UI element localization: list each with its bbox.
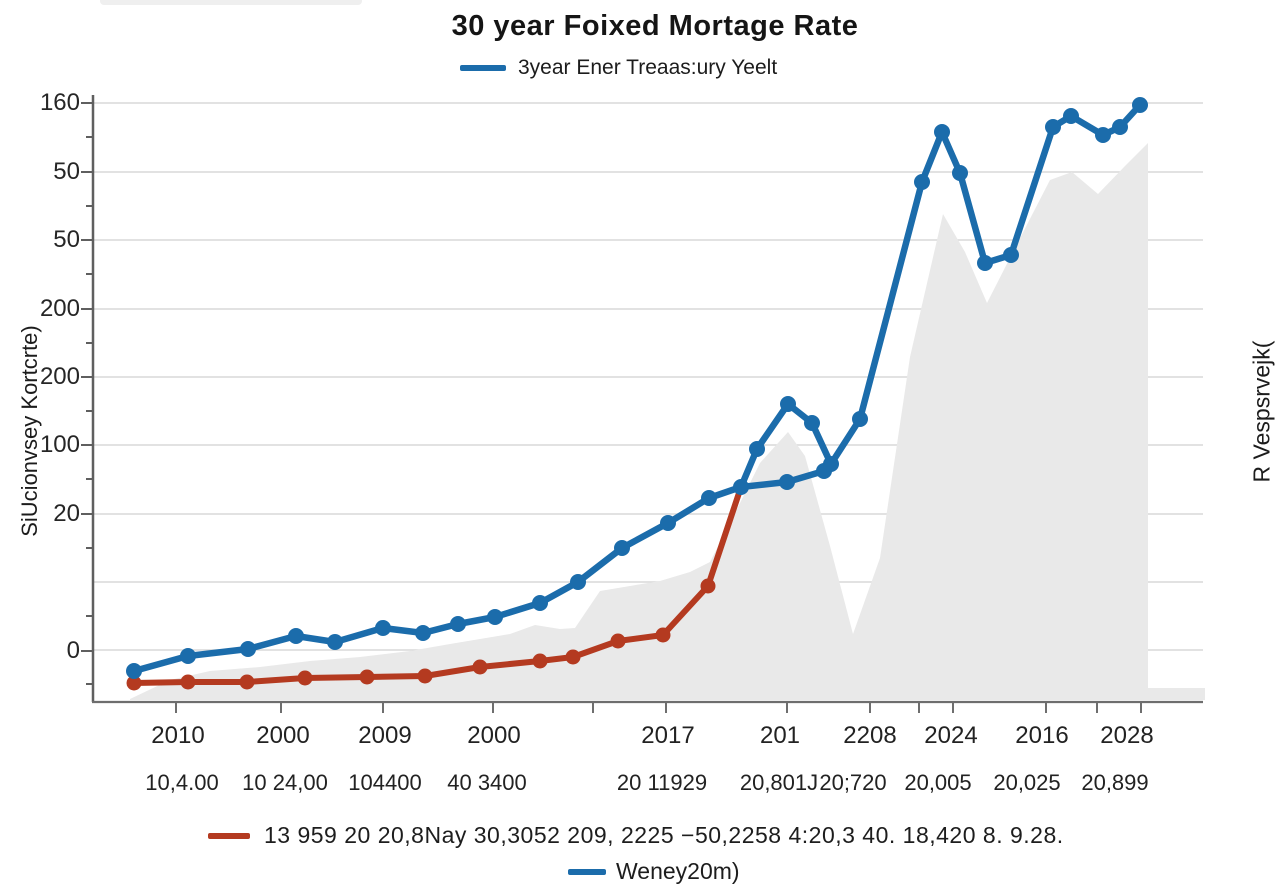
data-point-marker: [327, 634, 343, 650]
data-point-marker: [532, 653, 548, 669]
data-point-marker: [780, 396, 796, 412]
legend-bottom-row1-label: 13 959 20 20,8Nay 30,3052 209, 2225 −50,…: [264, 822, 1064, 848]
data-point-marker: [1045, 119, 1061, 135]
data-point-marker: [660, 515, 676, 531]
data-point-marker: [614, 540, 630, 556]
data-point-marker: [804, 415, 820, 431]
red-line-swatch: [208, 832, 250, 839]
data-point-marker: [1112, 119, 1128, 135]
data-point-marker: [472, 659, 488, 675]
data-point-marker: [415, 625, 431, 641]
data-point-marker: [532, 595, 548, 611]
data-point-marker: [700, 578, 716, 594]
data-point-marker: [240, 641, 256, 657]
data-point-marker: [1095, 127, 1111, 143]
data-point-marker: [239, 674, 255, 690]
data-point-marker: [610, 633, 626, 649]
data-point-marker: [779, 474, 795, 490]
data-point-marker: [1003, 247, 1019, 263]
data-point-marker: [823, 456, 839, 472]
data-point-marker: [914, 174, 930, 190]
data-point-marker: [701, 490, 717, 506]
cutoff-top-strip: [100, 0, 362, 5]
data-point-marker: [749, 441, 765, 457]
data-point-marker: [977, 255, 993, 271]
blue-line-swatch: [460, 65, 506, 71]
chart-title: 30 year Foixed Mortage Rate: [451, 10, 859, 42]
legend-top-label: 3year Ener Treaas:ury Yeelt: [518, 56, 778, 79]
data-point-marker: [1132, 97, 1148, 113]
data-point-marker: [565, 649, 581, 665]
data-point-marker: [1063, 108, 1079, 124]
gray-silhouette-area: [130, 143, 1205, 700]
data-point-marker: [852, 411, 868, 427]
data-point-marker: [952, 165, 968, 181]
treasury-yield-line: [130, 101, 1144, 675]
data-point-marker: [934, 124, 950, 140]
data-point-marker: [126, 675, 142, 691]
legend-bottom-row2-label: Weney20m): [616, 858, 740, 884]
blue-line-swatch-bottom: [568, 868, 606, 875]
legend-bottom-row2: Weney20m): [568, 858, 740, 885]
data-point-marker: [180, 674, 196, 690]
data-point-marker: [733, 479, 749, 495]
data-point-marker: [655, 627, 671, 643]
data-point-marker: [180, 648, 196, 664]
data-point-marker: [359, 669, 375, 685]
data-point-marker: [297, 670, 313, 686]
data-point-marker: [487, 609, 503, 625]
data-point-marker: [450, 616, 466, 632]
data-point-marker: [375, 620, 391, 636]
legend-top: 3year Ener Treaas:ury Yeelt: [460, 56, 777, 80]
data-point-marker: [126, 663, 142, 679]
legend-bottom-row1: 13 959 20 20,8Nay 30,3052 209, 2225 −50,…: [208, 822, 1064, 849]
data-point-marker: [570, 574, 586, 590]
data-point-marker: [288, 628, 304, 644]
data-point-marker: [417, 668, 433, 684]
